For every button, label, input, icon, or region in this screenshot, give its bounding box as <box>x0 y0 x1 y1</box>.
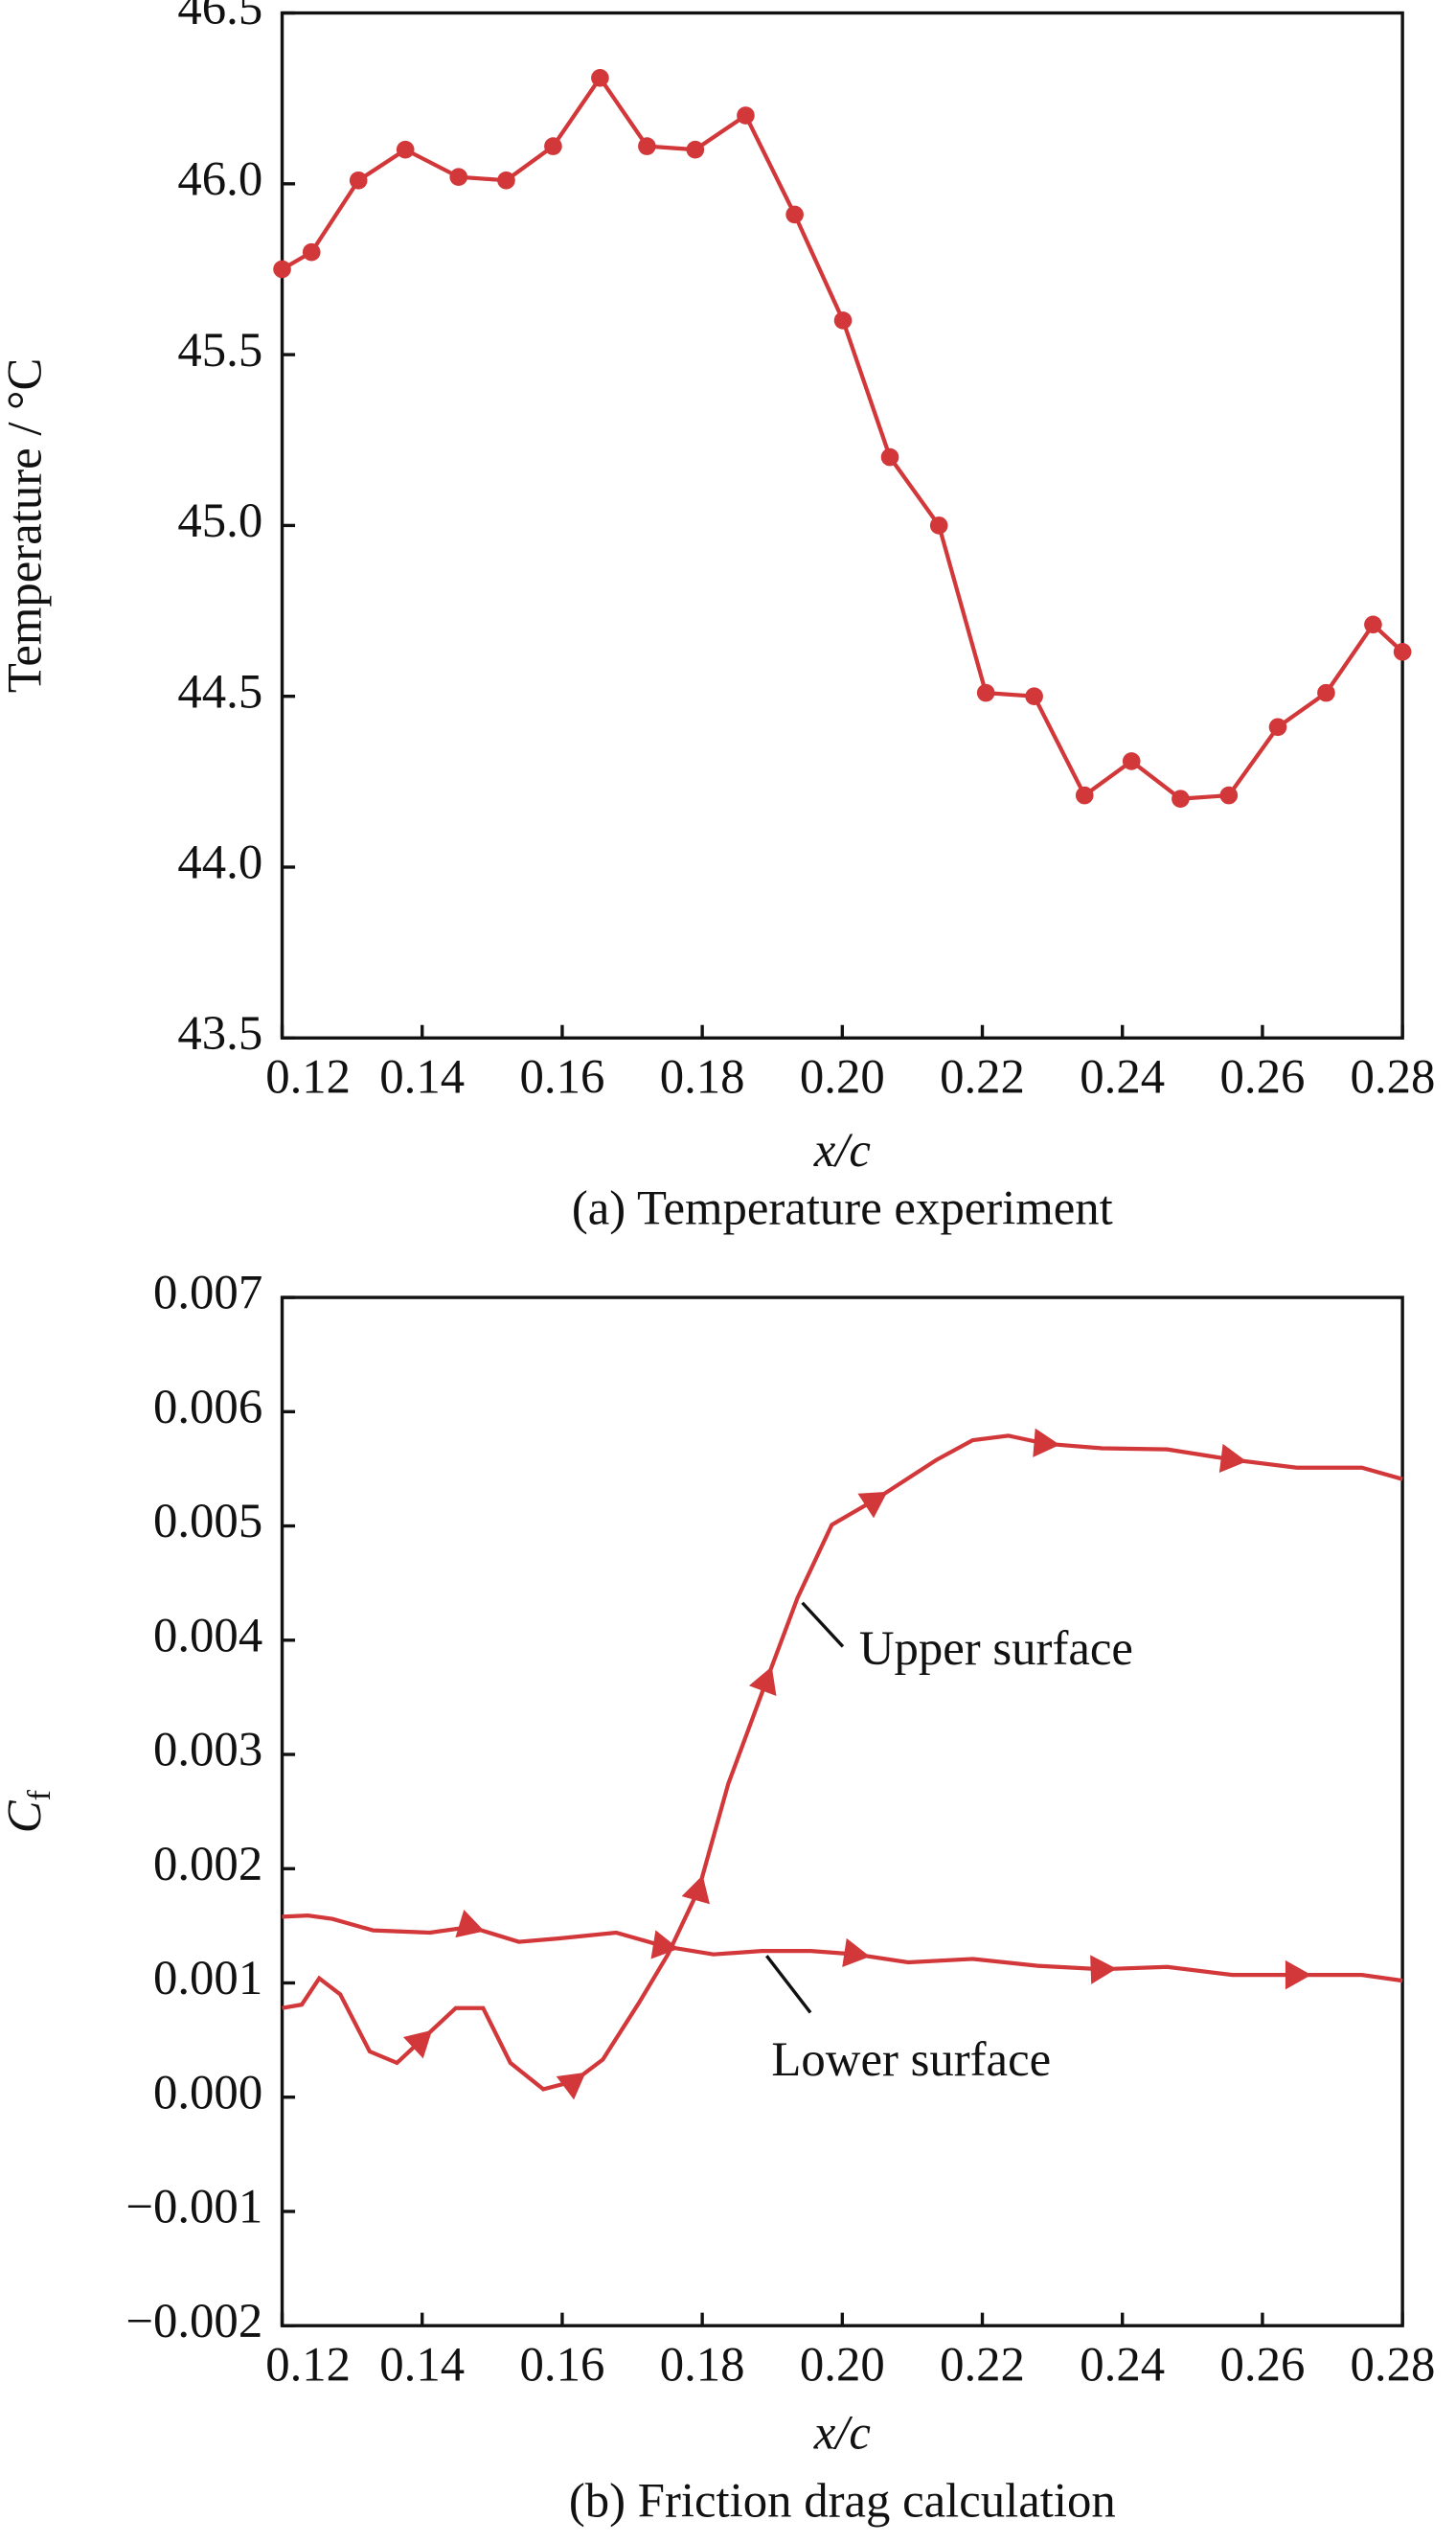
y-axis-label: Temperature / °C <box>0 358 51 693</box>
marker <box>1317 683 1335 702</box>
y-tick-label: 43.5 <box>177 1006 262 1060</box>
series-label: Upper surface <box>859 1621 1133 1675</box>
line <box>282 1913 1403 1983</box>
y-tick-label: 44.5 <box>177 664 262 718</box>
marker <box>1268 718 1287 737</box>
caption: (a) Temperature experiment <box>572 1181 1113 1235</box>
marker <box>449 168 468 187</box>
marker <box>1033 1428 1060 1457</box>
y-tick-label: 45.5 <box>177 323 262 377</box>
y-tick-label: −0.002 <box>125 2294 262 2348</box>
x-tick-label: 0.18 <box>660 1050 745 1104</box>
marker <box>748 1666 777 1696</box>
y-axis-label-main: Temperature / °C <box>0 358 51 693</box>
marker <box>1285 1959 1311 1990</box>
y-tick-label: 0.000 <box>153 2065 262 2119</box>
x-tick-label: 0.14 <box>379 1050 465 1104</box>
y-tick-label: 0.003 <box>153 1723 262 1776</box>
marker <box>976 683 995 702</box>
marker <box>1218 1443 1247 1474</box>
line <box>282 1433 1403 2092</box>
marker <box>273 260 291 279</box>
marker <box>1364 615 1382 634</box>
leader-line <box>765 1955 812 2014</box>
series-label: Lower surface <box>771 2032 1051 2086</box>
plot-frame <box>280 1295 1404 2327</box>
marker <box>1090 1955 1117 1984</box>
x-tick-label: 0.12 <box>265 1050 351 1104</box>
marker <box>929 516 948 535</box>
x-tick-label: 0.28 <box>1351 1050 1436 1104</box>
marker <box>1172 790 1190 808</box>
y-tick-label: 0.002 <box>153 1837 262 1890</box>
marker <box>455 1910 485 1938</box>
y-tick-label: −0.001 <box>125 2180 262 2234</box>
x-tick-label: 0.26 <box>1220 2338 1306 2392</box>
x-tick-label: 0.22 <box>940 2338 1025 2392</box>
marker <box>681 1875 710 1905</box>
x-tick-label: 0.28 <box>1351 2338 1436 2392</box>
x-tick-label: 0.20 <box>800 2338 885 2392</box>
y-tick-label: 44.0 <box>177 836 262 889</box>
marker <box>686 140 705 159</box>
marker <box>556 2072 586 2100</box>
marker <box>857 1491 888 1519</box>
marker <box>1219 786 1239 805</box>
plot-frame <box>280 11 1404 1040</box>
x-tick-label: 0.16 <box>520 2338 605 2392</box>
y-tick-label: 0.001 <box>153 1951 262 2005</box>
marker <box>1025 687 1043 705</box>
marker <box>842 1937 871 1967</box>
leader-line <box>801 1601 845 1648</box>
y-tick-label: 0.006 <box>153 1380 262 1433</box>
marker <box>638 137 656 155</box>
marker <box>402 2029 433 2059</box>
x-tick-label: 0.20 <box>800 1050 885 1104</box>
x-tick-label: 0.24 <box>1080 1050 1165 1104</box>
marker <box>650 1930 679 1959</box>
y-tick-label: 46.0 <box>177 151 262 205</box>
x-axis-label: x/c <box>813 1123 871 1177</box>
y-tick-label: 0.007 <box>153 1266 262 1319</box>
y-axis-label: Cf <box>0 1789 57 1833</box>
x-tick-label: 0.12 <box>265 2338 351 2392</box>
x-tick-label: 0.24 <box>1080 2338 1165 2392</box>
line <box>281 74 1404 801</box>
marker <box>737 106 755 125</box>
marker <box>349 171 368 190</box>
y-tick-label: 0.005 <box>153 1494 262 1547</box>
marker <box>833 311 853 330</box>
marker <box>1075 786 1094 805</box>
marker <box>497 171 515 190</box>
marker <box>880 447 899 467</box>
y-tick-label: 46.5 <box>177 0 262 34</box>
marker <box>302 242 321 262</box>
marker <box>544 137 562 155</box>
x-tick-label: 0.26 <box>1220 1050 1306 1104</box>
x-tick-label: 0.14 <box>379 2338 465 2392</box>
x-axis-label: x/c <box>813 2406 871 2460</box>
marker <box>1122 752 1141 770</box>
marker <box>591 68 609 87</box>
x-tick-label: 0.18 <box>660 2338 745 2392</box>
marker <box>785 205 804 224</box>
y-tick-label: 0.004 <box>153 1608 262 1661</box>
marker <box>1393 643 1412 661</box>
x-tick-label: 0.16 <box>520 1050 605 1104</box>
y-axis-label-main: C <box>0 1799 51 1833</box>
y-tick-label: 45.0 <box>177 493 262 547</box>
y-axis-label-sub: f <box>22 1789 57 1800</box>
marker <box>396 140 415 159</box>
caption: (b) Friction drag calculation <box>569 2474 1116 2528</box>
x-tick-label: 0.22 <box>940 1050 1025 1104</box>
